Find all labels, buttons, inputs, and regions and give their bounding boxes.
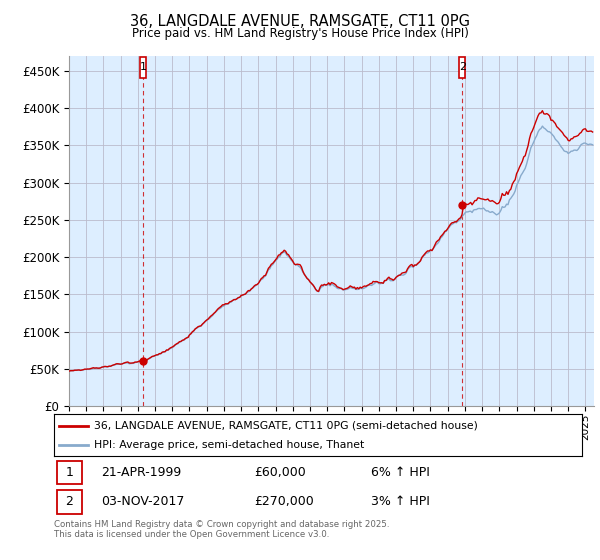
Text: 21-APR-1999: 21-APR-1999: [101, 466, 182, 479]
Text: 2: 2: [459, 62, 466, 72]
Text: 03-NOV-2017: 03-NOV-2017: [101, 495, 185, 508]
Text: Price paid vs. HM Land Registry's House Price Index (HPI): Price paid vs. HM Land Registry's House …: [131, 27, 469, 40]
FancyBboxPatch shape: [56, 490, 82, 514]
FancyBboxPatch shape: [460, 57, 466, 78]
FancyBboxPatch shape: [140, 57, 146, 78]
Text: £270,000: £270,000: [254, 495, 314, 508]
Text: £60,000: £60,000: [254, 466, 307, 479]
Text: 36, LANGDALE AVENUE, RAMSGATE, CT11 0PG: 36, LANGDALE AVENUE, RAMSGATE, CT11 0PG: [130, 14, 470, 29]
Text: 1: 1: [140, 62, 146, 72]
Text: Contains HM Land Registry data © Crown copyright and database right 2025.
This d: Contains HM Land Registry data © Crown c…: [54, 520, 389, 539]
Text: 2: 2: [65, 495, 73, 508]
Text: 1: 1: [65, 466, 73, 479]
Text: 3% ↑ HPI: 3% ↑ HPI: [371, 495, 430, 508]
Text: 36, LANGDALE AVENUE, RAMSGATE, CT11 0PG (semi-detached house): 36, LANGDALE AVENUE, RAMSGATE, CT11 0PG …: [94, 421, 478, 431]
FancyBboxPatch shape: [56, 461, 82, 484]
Text: 6% ↑ HPI: 6% ↑ HPI: [371, 466, 430, 479]
Text: HPI: Average price, semi-detached house, Thanet: HPI: Average price, semi-detached house,…: [94, 440, 364, 450]
